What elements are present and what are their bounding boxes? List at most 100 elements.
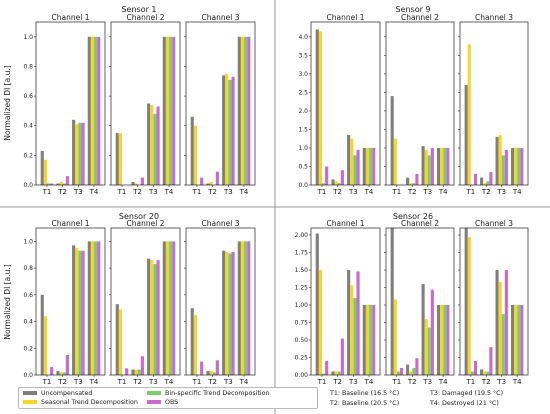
y-tick-label: 1.00 bbox=[295, 302, 309, 309]
x-tick-label: T1 bbox=[42, 378, 52, 386]
bar bbox=[318, 31, 322, 186]
channel-title: Channel 1 bbox=[327, 219, 365, 228]
bar bbox=[446, 305, 450, 375]
bar bbox=[43, 316, 47, 375]
bar bbox=[421, 284, 425, 375]
x-tick-label: T2 bbox=[332, 378, 342, 386]
bar bbox=[427, 155, 431, 185]
bar bbox=[97, 36, 101, 185]
bar bbox=[356, 149, 360, 185]
bar bbox=[446, 147, 450, 185]
y-tick-label: 4.0 bbox=[298, 34, 308, 41]
bar bbox=[430, 147, 434, 185]
bar bbox=[150, 104, 154, 185]
bar bbox=[222, 250, 226, 375]
bar bbox=[134, 369, 138, 375]
bar bbox=[486, 371, 490, 375]
bar bbox=[440, 305, 444, 375]
bar bbox=[334, 371, 338, 375]
panel-frame bbox=[35, 227, 106, 376]
bar bbox=[87, 241, 91, 375]
bar bbox=[240, 36, 245, 185]
x-tick-label: T3 bbox=[496, 378, 506, 386]
channel-panel: Channel 3 T1 T2 T3 T4 bbox=[184, 219, 256, 386]
bar bbox=[247, 241, 251, 375]
x-tick-label: T4 bbox=[164, 188, 174, 196]
bar bbox=[228, 253, 232, 375]
x-tick-label: T4 bbox=[364, 378, 374, 386]
note-t2: T2: Baseline (20.5 °C) bbox=[330, 400, 400, 407]
bar bbox=[137, 369, 141, 375]
bar bbox=[486, 181, 490, 185]
bar bbox=[409, 371, 413, 375]
bar bbox=[244, 241, 248, 375]
bar bbox=[206, 370, 210, 375]
x-tick-label: T2 bbox=[481, 378, 491, 386]
x-tick-label: T1 bbox=[391, 188, 401, 196]
bar bbox=[228, 79, 232, 185]
bar bbox=[353, 298, 357, 375]
bar bbox=[365, 305, 370, 375]
sensor-chart-3: Sensor 26 Channel 1 T1 T2 T3 T4 0.00 0.25 0.50 0.… bbox=[295, 212, 529, 386]
bar bbox=[140, 356, 144, 375]
x-tick-label: T4 bbox=[164, 378, 174, 386]
channel-panel: Channel 3 T1 T2 T3 T4 bbox=[458, 219, 529, 386]
bar bbox=[156, 260, 160, 375]
bar bbox=[480, 369, 484, 375]
channel-title: Channel 3 bbox=[475, 13, 513, 22]
x-tick-label: T4 bbox=[512, 378, 522, 386]
bar bbox=[56, 183, 60, 185]
channel-title: Channel 1 bbox=[52, 13, 90, 22]
bar bbox=[501, 314, 505, 375]
channel-panel: Channel 2 T1 T2 T3 T4 bbox=[384, 13, 455, 196]
bar bbox=[118, 133, 122, 185]
bar bbox=[517, 147, 521, 185]
channel-title: Channel 1 bbox=[327, 13, 365, 22]
bar bbox=[162, 36, 166, 185]
y-tick-label: 0.2 bbox=[23, 152, 33, 159]
bar bbox=[467, 44, 471, 186]
bar bbox=[325, 361, 329, 375]
x-tick-label: T3 bbox=[422, 378, 432, 386]
x-tick-label: T2 bbox=[407, 188, 417, 196]
x-tick-label: T4 bbox=[512, 188, 522, 196]
bar bbox=[209, 182, 213, 185]
bar bbox=[147, 258, 151, 375]
bar bbox=[365, 147, 370, 185]
bar bbox=[225, 73, 229, 185]
x-tick-label: T1 bbox=[117, 378, 127, 386]
bar bbox=[393, 299, 397, 375]
bar bbox=[517, 305, 521, 375]
x-tick-label: T2 bbox=[332, 188, 342, 196]
bar bbox=[473, 173, 477, 185]
x-tick-label: T1 bbox=[391, 378, 401, 386]
bar bbox=[190, 116, 194, 185]
bar bbox=[46, 183, 51, 185]
bar bbox=[237, 241, 241, 375]
bar bbox=[369, 147, 373, 185]
y-tick-label: 1.0 bbox=[298, 145, 308, 152]
bar bbox=[140, 177, 144, 185]
channel-panel: Channel 2 T1 T2 T3 T4 bbox=[384, 219, 455, 386]
bar bbox=[427, 327, 431, 375]
channel-panel: Channel 3 T1 T2 T3 T4 bbox=[458, 13, 529, 196]
y-tick-label: 3.5 bbox=[298, 52, 308, 59]
channel-title: Channel 2 bbox=[401, 219, 439, 228]
bar bbox=[62, 372, 66, 375]
bar bbox=[72, 119, 76, 185]
y-tick-label: 0.6 bbox=[23, 292, 33, 299]
y-tick-label: 1.0 bbox=[23, 34, 33, 41]
channel-title: Channel 2 bbox=[127, 13, 165, 22]
bar bbox=[118, 309, 122, 375]
bar bbox=[318, 270, 322, 375]
bar bbox=[415, 358, 419, 375]
bar bbox=[443, 305, 447, 375]
bar bbox=[56, 370, 60, 375]
bar bbox=[115, 133, 119, 185]
bar bbox=[362, 147, 366, 185]
bar bbox=[169, 36, 173, 185]
legend-swatch bbox=[23, 391, 37, 395]
note-t1: T1: Baseline (16.5 °C) bbox=[330, 390, 400, 397]
bar bbox=[131, 182, 135, 185]
bar bbox=[90, 36, 95, 185]
